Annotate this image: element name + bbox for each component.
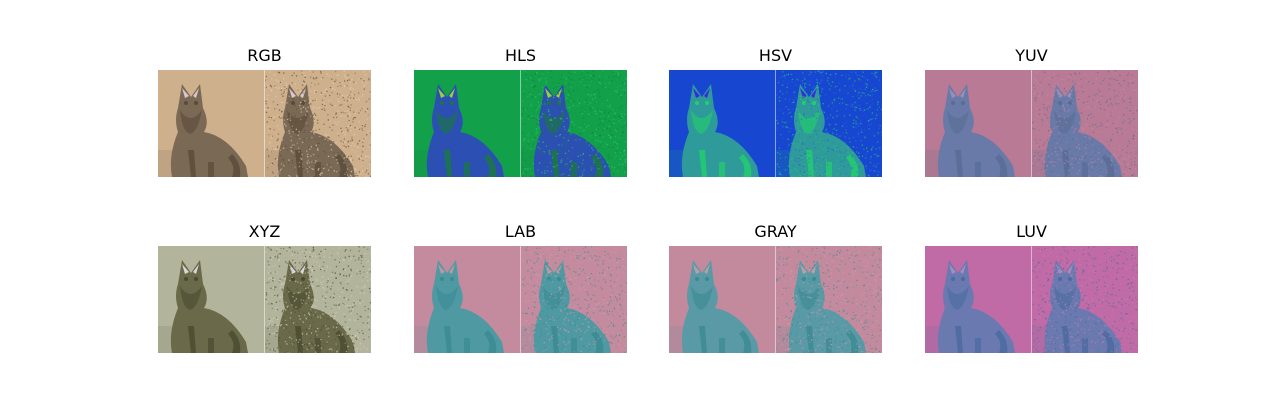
- noisy-image: [520, 70, 627, 177]
- image-pair: [414, 70, 627, 177]
- image-pair: [925, 70, 1138, 177]
- original-image: [925, 70, 1032, 177]
- panel-title: HSV: [758, 46, 793, 65]
- original-image: [925, 246, 1032, 353]
- image-pair: [414, 246, 627, 353]
- original-image: [414, 246, 521, 353]
- original-image: [669, 246, 776, 353]
- panel-title: YUV: [1015, 46, 1048, 65]
- panel-title: RGB: [247, 46, 282, 65]
- noisy-image: [264, 70, 371, 177]
- image-pair: [925, 246, 1138, 353]
- image-pair: [158, 246, 371, 353]
- image-pair: [669, 70, 882, 177]
- noisy-image: [520, 246, 627, 353]
- panel-title: XYZ: [248, 222, 281, 241]
- original-image: [158, 70, 265, 177]
- noisy-image: [1031, 246, 1138, 353]
- noisy-image: [264, 246, 371, 353]
- original-image: [158, 246, 265, 353]
- noisy-image: [775, 70, 882, 177]
- original-image: [669, 70, 776, 177]
- image-pair: [669, 246, 882, 353]
- panel-title: HLS: [504, 46, 537, 65]
- original-image: [414, 70, 521, 177]
- image-pair: [158, 70, 371, 177]
- panel-title: GRAY: [754, 222, 797, 241]
- panel-title: LAB: [504, 222, 537, 241]
- panel-title: LUV: [1016, 222, 1047, 241]
- noisy-image: [1031, 70, 1138, 177]
- noisy-image: [775, 246, 882, 353]
